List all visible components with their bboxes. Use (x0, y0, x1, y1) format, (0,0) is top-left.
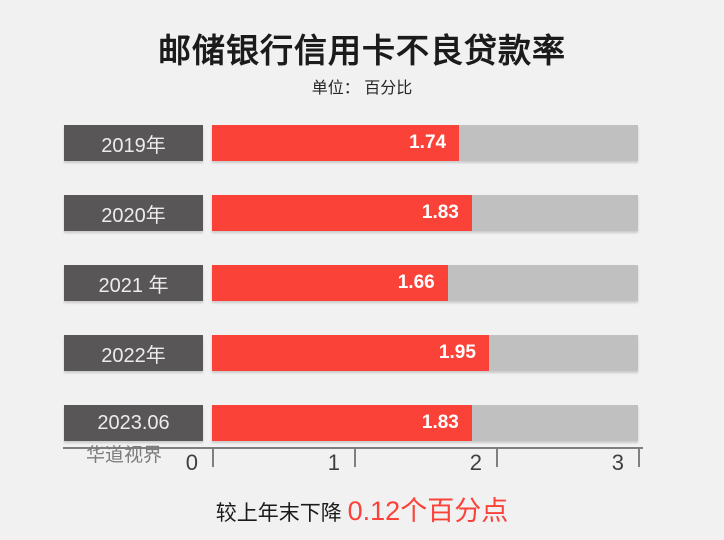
bar-fill: 1.74 (212, 125, 460, 161)
year-label: 2020年 (64, 195, 203, 231)
bar-fill: 1.83 (212, 405, 472, 441)
bar-fill: 1.66 (212, 265, 448, 301)
bar-track: 1.95 (212, 335, 638, 371)
bar-value: 1.74 (409, 132, 447, 153)
bar-track: 1.66 (212, 265, 638, 301)
axis-tick-label: 1 (327, 450, 340, 475)
bar-track: 1.83 (212, 195, 638, 231)
bar-value: 1.83 (421, 412, 459, 433)
footnote-text: 较上年末下降 (215, 502, 348, 525)
year-label: 2022年 (64, 335, 203, 371)
axis-tick (354, 447, 356, 467)
axis-tick (496, 447, 498, 467)
bar-value: 1.83 (421, 202, 459, 223)
chart-title: 邮储银行信用卡不良贷款率 (158, 32, 566, 69)
bar-fill: 1.83 (212, 195, 472, 231)
bar-track: 1.83 (212, 405, 638, 441)
bar-track: 1.74 (212, 125, 638, 161)
axis-tick-label: 2 (469, 450, 482, 475)
unit-label: 单位： 百分比 (311, 80, 413, 97)
year-label: 2023.06 (64, 405, 203, 441)
x-axis-line (63, 447, 643, 449)
year-label: 2019年 (64, 125, 203, 161)
bar-value: 1.66 (397, 272, 435, 293)
axis-tick-label: 3 (611, 450, 624, 475)
year-label: 2021 年 (64, 265, 203, 301)
footnote: 较上年末下降 0.12个百分点 (0, 489, 724, 528)
axis-tick-label: 0 (185, 450, 198, 475)
footnote-highlight: 0.12个百分点 (347, 496, 509, 526)
bar-value: 1.95 (438, 342, 476, 363)
axis-tick (212, 447, 214, 467)
bar-fill: 1.95 (212, 335, 489, 371)
watermark: 华道视界 (86, 445, 163, 466)
axis-tick (638, 447, 640, 467)
